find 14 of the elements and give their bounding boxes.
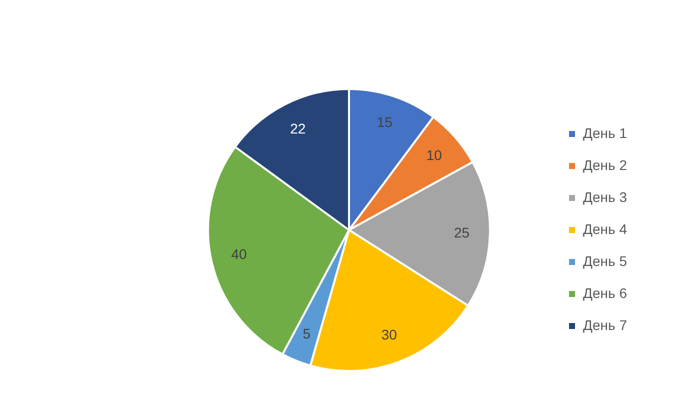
legend-label: День 4 <box>583 220 628 237</box>
legend-label: День 1 <box>583 124 628 141</box>
legend-label: День 5 <box>583 252 628 269</box>
data-label: 5 <box>302 325 311 342</box>
legend-label: День 3 <box>583 188 628 205</box>
data-label: 25 <box>454 224 470 240</box>
data-label: 10 <box>426 146 442 163</box>
legend-label: День 7 <box>583 316 628 333</box>
data-label: 30 <box>381 326 398 342</box>
data-label: 15 <box>376 114 393 130</box>
data-label: 40 <box>231 246 248 262</box>
legend-label: День 6 <box>583 284 628 301</box>
data-label: 22 <box>290 120 306 136</box>
legend-label: День 2 <box>583 156 628 173</box>
